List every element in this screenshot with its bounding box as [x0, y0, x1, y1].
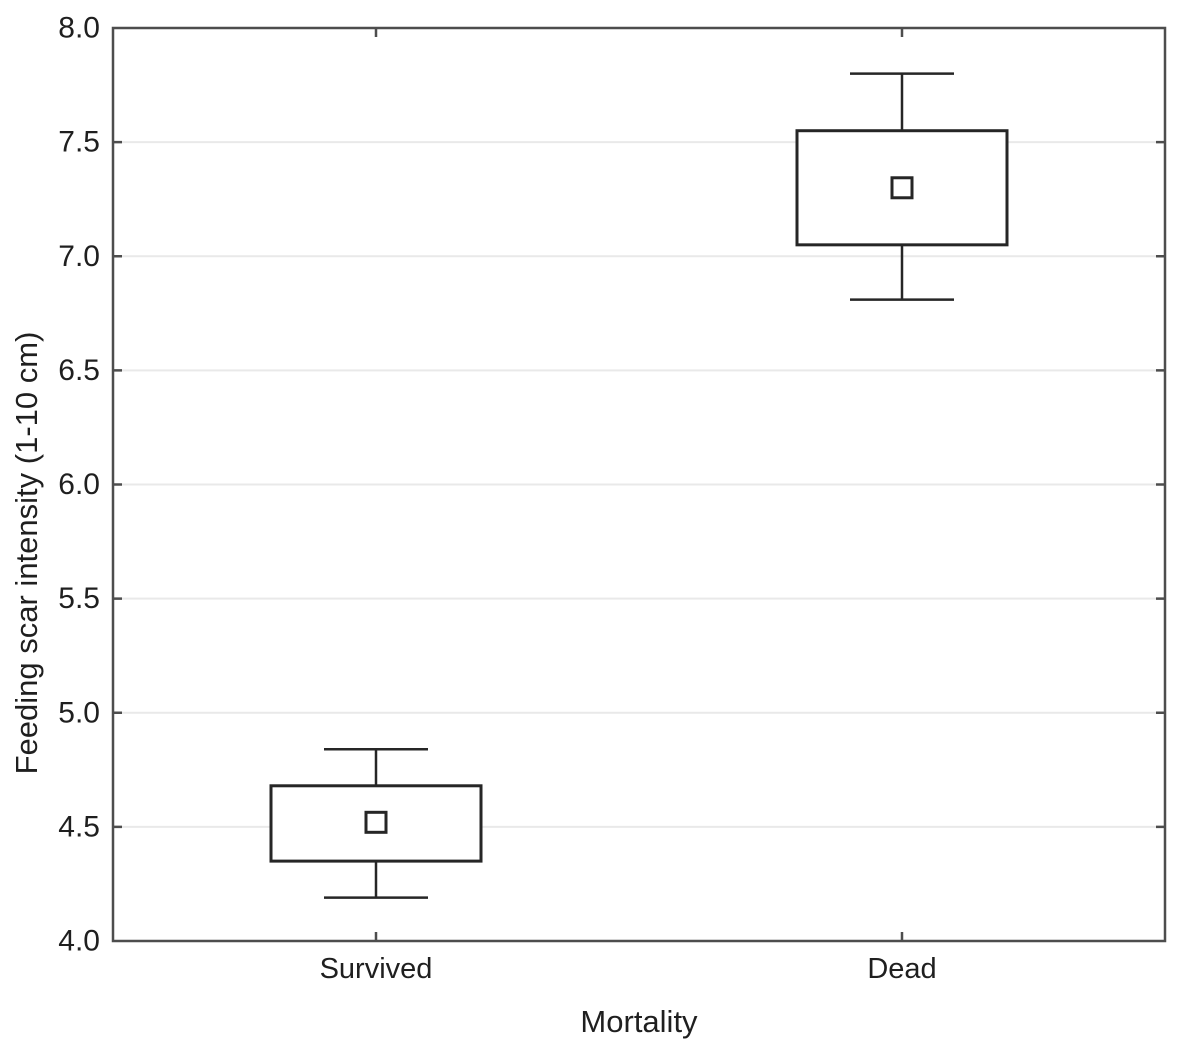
y-tick-label: 6.0 [58, 468, 100, 501]
y-tick-label: 6.5 [58, 354, 100, 387]
category-label-survived: Survived [320, 953, 433, 985]
y-tick-label: 5.5 [58, 582, 100, 615]
y-tick-label: 4.0 [58, 925, 100, 958]
y-tick-label: 5.0 [58, 696, 100, 729]
mean-marker-dead [890, 176, 914, 200]
y-tick-label: 7.0 [58, 240, 100, 273]
y-tick-label: 4.5 [58, 810, 100, 843]
y-tick-label: 8.0 [58, 12, 100, 45]
x-axis-title: Mortality [580, 1004, 698, 1039]
y-tick-label: 7.5 [58, 126, 100, 159]
category-label-dead: Dead [867, 953, 936, 985]
mean-marker-survived [364, 810, 388, 834]
